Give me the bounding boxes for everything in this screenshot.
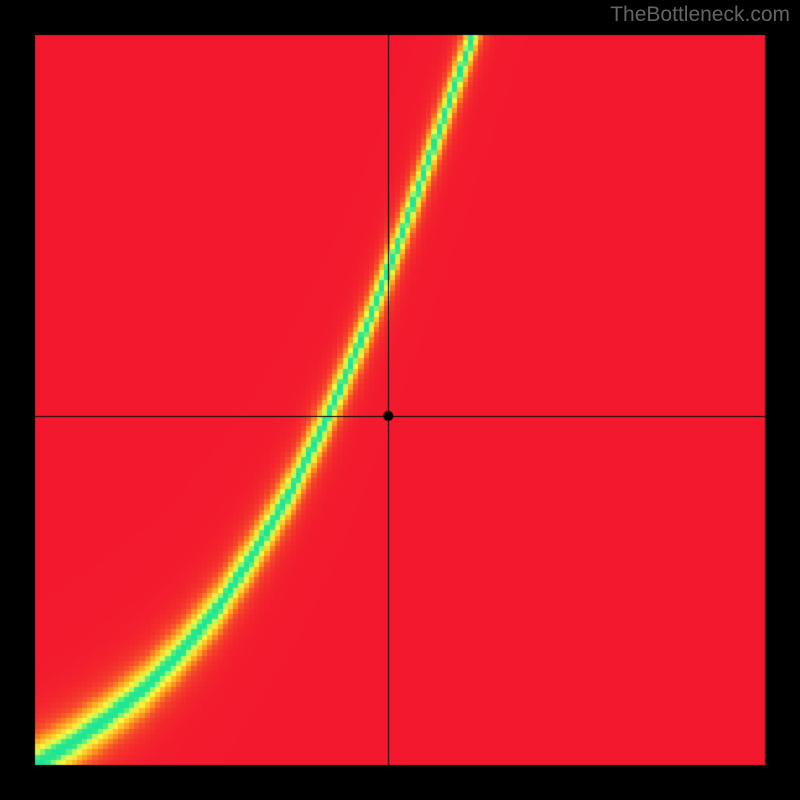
bottleneck-heatmap <box>0 0 800 800</box>
watermark-label: TheBottleneck.com <box>610 3 790 27</box>
